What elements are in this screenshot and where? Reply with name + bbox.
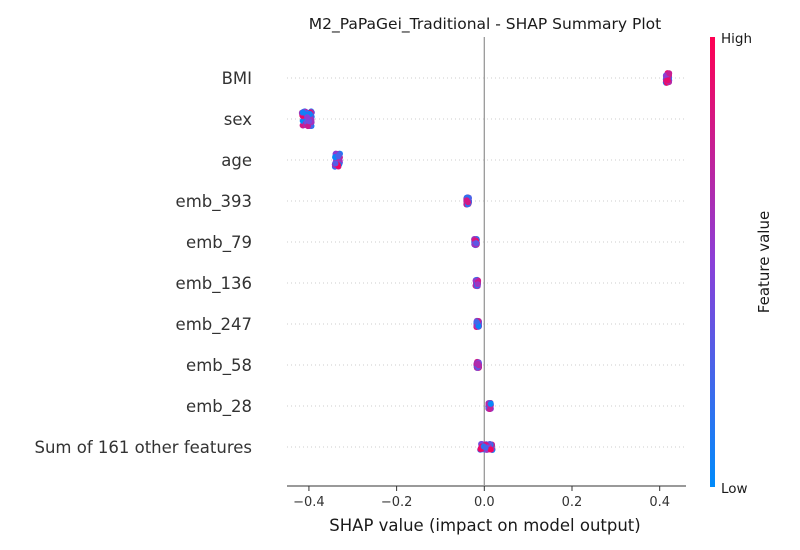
feature-label: Sum of 161 other features	[34, 438, 252, 457]
colorbar-title: Feature value	[755, 211, 773, 313]
colorbar	[710, 37, 715, 487]
shap-point	[299, 109, 306, 116]
colorbar-low-label: Low	[721, 481, 748, 497]
feature-labels: BMI sex age emb_393 emb_79 emb_136 emb_247 emb_…	[34, 69, 252, 457]
shap-point	[335, 153, 342, 160]
feature-label: emb_247	[176, 315, 252, 335]
shap-point	[487, 446, 494, 453]
feature-label: BMI	[222, 69, 252, 88]
chart-title: M2_PaPaGei_Traditional - SHAP Summary Pl…	[309, 15, 661, 34]
shap-point	[473, 319, 480, 325]
shap-point	[465, 199, 471, 206]
shap-point	[304, 123, 311, 130]
feature-label: emb_79	[186, 233, 252, 253]
feature-label: emb_28	[186, 397, 252, 417]
shap-point	[666, 70, 673, 77]
x-tick-label: −0.4	[293, 495, 325, 510]
shap-point	[474, 360, 481, 367]
shap-points	[298, 70, 673, 453]
feature-label: emb_393	[176, 192, 252, 212]
feature-label: sex	[224, 110, 252, 129]
x-tick-label: −0.2	[381, 495, 413, 510]
x-tick-label: 0.2	[562, 495, 583, 510]
x-axis-ticks: −0.4 −0.2 0.0 0.2 0.4	[293, 486, 670, 510]
shap-point	[664, 77, 671, 84]
feature-label: emb_58	[186, 356, 252, 376]
shap-point	[474, 281, 481, 288]
row-guides	[287, 77, 686, 448]
shap-point	[473, 240, 480, 247]
feature-label: emb_136	[176, 274, 252, 294]
shap-point	[482, 444, 489, 451]
feature-label: age	[221, 151, 252, 170]
x-tick-label: 0.4	[649, 495, 670, 510]
x-axis-label: SHAP value (impact on model output)	[329, 516, 640, 535]
shap-point	[487, 400, 494, 407]
shap-point	[332, 160, 339, 167]
x-tick-label: 0.0	[474, 495, 495, 510]
colorbar-high-label: High	[721, 31, 752, 47]
shap-point	[304, 114, 311, 121]
